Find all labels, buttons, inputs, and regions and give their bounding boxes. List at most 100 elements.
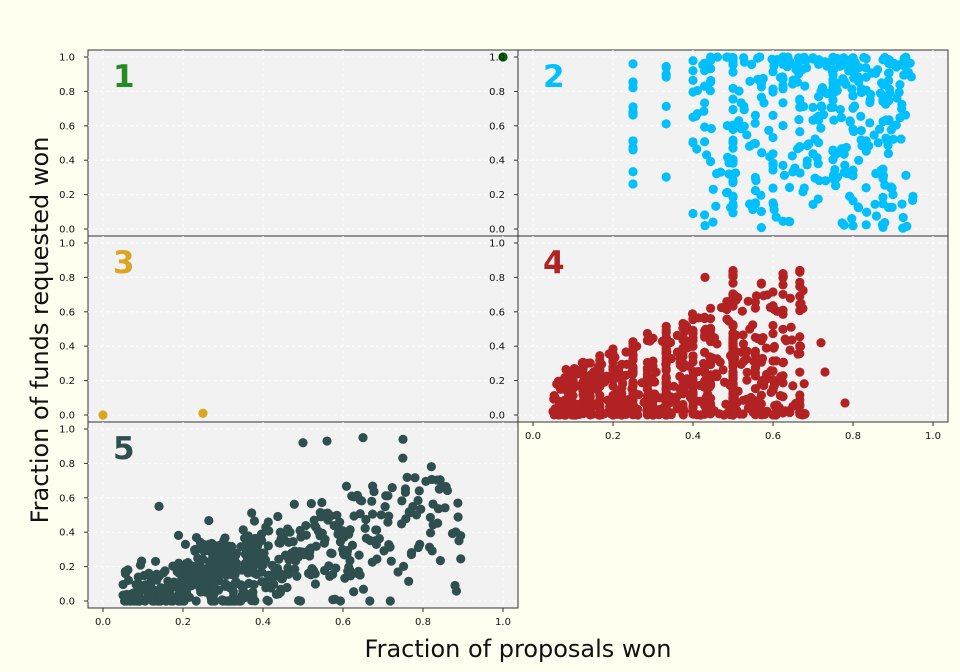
y-tick-label: 0.2: [59, 190, 75, 201]
data-point: [786, 322, 796, 332]
data-point: [252, 569, 262, 579]
data-point: [606, 408, 616, 419]
data-point: [402, 472, 412, 482]
data-point: [398, 434, 408, 444]
data-point: [724, 169, 734, 179]
data-point: [878, 164, 888, 174]
data-point: [349, 587, 359, 597]
data-point: [790, 398, 801, 409]
data-point: [661, 409, 671, 419]
data-point: [845, 116, 855, 126]
data-point: [221, 556, 231, 566]
x-tick-label: 0.6: [765, 431, 781, 442]
data-point: [688, 138, 698, 148]
data-point: [848, 165, 858, 175]
data-point: [849, 126, 859, 137]
data-point: [585, 391, 595, 402]
data-point: [756, 222, 767, 233]
data-point: [757, 148, 767, 158]
data-point: [428, 499, 438, 509]
data-point: [628, 389, 638, 399]
data-point: [214, 562, 224, 572]
data-point: [768, 320, 778, 331]
data-point: [678, 362, 688, 373]
data-point: [878, 192, 888, 202]
x-tick-label: 0.2: [605, 431, 621, 442]
data-point: [756, 390, 767, 400]
data-point: [410, 473, 420, 483]
data-point: [642, 365, 653, 376]
data-point: [693, 366, 703, 377]
data-point: [263, 517, 273, 527]
data-point: [628, 59, 638, 69]
data-point: [878, 171, 889, 181]
data-point: [799, 379, 809, 389]
data-point: [778, 392, 788, 402]
data-point: [898, 212, 908, 223]
y-tick-label: 0.0: [59, 597, 75, 608]
data-point: [608, 355, 618, 366]
data-point: [750, 172, 761, 183]
data-point: [236, 596, 246, 606]
data-point: [753, 333, 763, 344]
data-point: [895, 112, 905, 123]
data-point: [165, 581, 176, 591]
data-point: [247, 508, 257, 518]
data-point: [628, 350, 638, 360]
data-point: [826, 102, 836, 113]
data-point: [861, 183, 871, 193]
data-point: [248, 587, 258, 597]
data-point: [861, 220, 871, 230]
data-point: [257, 577, 267, 587]
data-point: [877, 219, 888, 230]
data-point: [585, 410, 595, 420]
data-point: [862, 207, 872, 217]
data-point: [835, 104, 845, 115]
data-point: [849, 73, 859, 83]
data-point: [661, 72, 671, 82]
data-point: [756, 278, 767, 288]
data-point: [425, 512, 435, 523]
data-point: [617, 407, 627, 417]
data-point: [794, 68, 804, 79]
data-point: [787, 151, 797, 161]
data-point: [878, 80, 888, 90]
y-tick-label: 0.8: [59, 87, 75, 98]
data-point: [798, 101, 809, 112]
data-point: [871, 168, 881, 179]
data-point: [738, 339, 749, 349]
y-tick-label: 0.8: [59, 459, 75, 470]
data-point: [758, 73, 768, 84]
data-point: [601, 373, 611, 384]
data-point: [404, 576, 414, 586]
data-point: [820, 367, 830, 377]
y-axis-title: Fraction of funds requested won: [26, 137, 54, 524]
data-point: [865, 97, 875, 108]
data-point: [628, 179, 638, 189]
data-point: [816, 123, 826, 133]
data-point: [414, 486, 424, 496]
data-point: [700, 220, 710, 231]
data-point: [794, 115, 804, 125]
data-point: [309, 515, 319, 525]
data-point: [796, 298, 806, 308]
y-tick-label: 0.8: [489, 273, 505, 284]
data-point: [661, 119, 671, 129]
data-point: [622, 401, 632, 411]
data-point: [700, 66, 710, 76]
data-point: [771, 356, 781, 366]
data-point: [580, 399, 590, 409]
data-point: [704, 329, 714, 339]
data-point: [277, 574, 287, 584]
data-point: [240, 549, 250, 559]
data-point: [688, 208, 698, 219]
data-point: [655, 393, 665, 403]
data-point: [847, 214, 857, 224]
data-point: [800, 81, 810, 91]
data-point: [238, 586, 248, 596]
data-point: [700, 81, 710, 91]
data-point: [883, 140, 893, 151]
data-point: [778, 98, 788, 108]
data-point: [595, 410, 605, 420]
